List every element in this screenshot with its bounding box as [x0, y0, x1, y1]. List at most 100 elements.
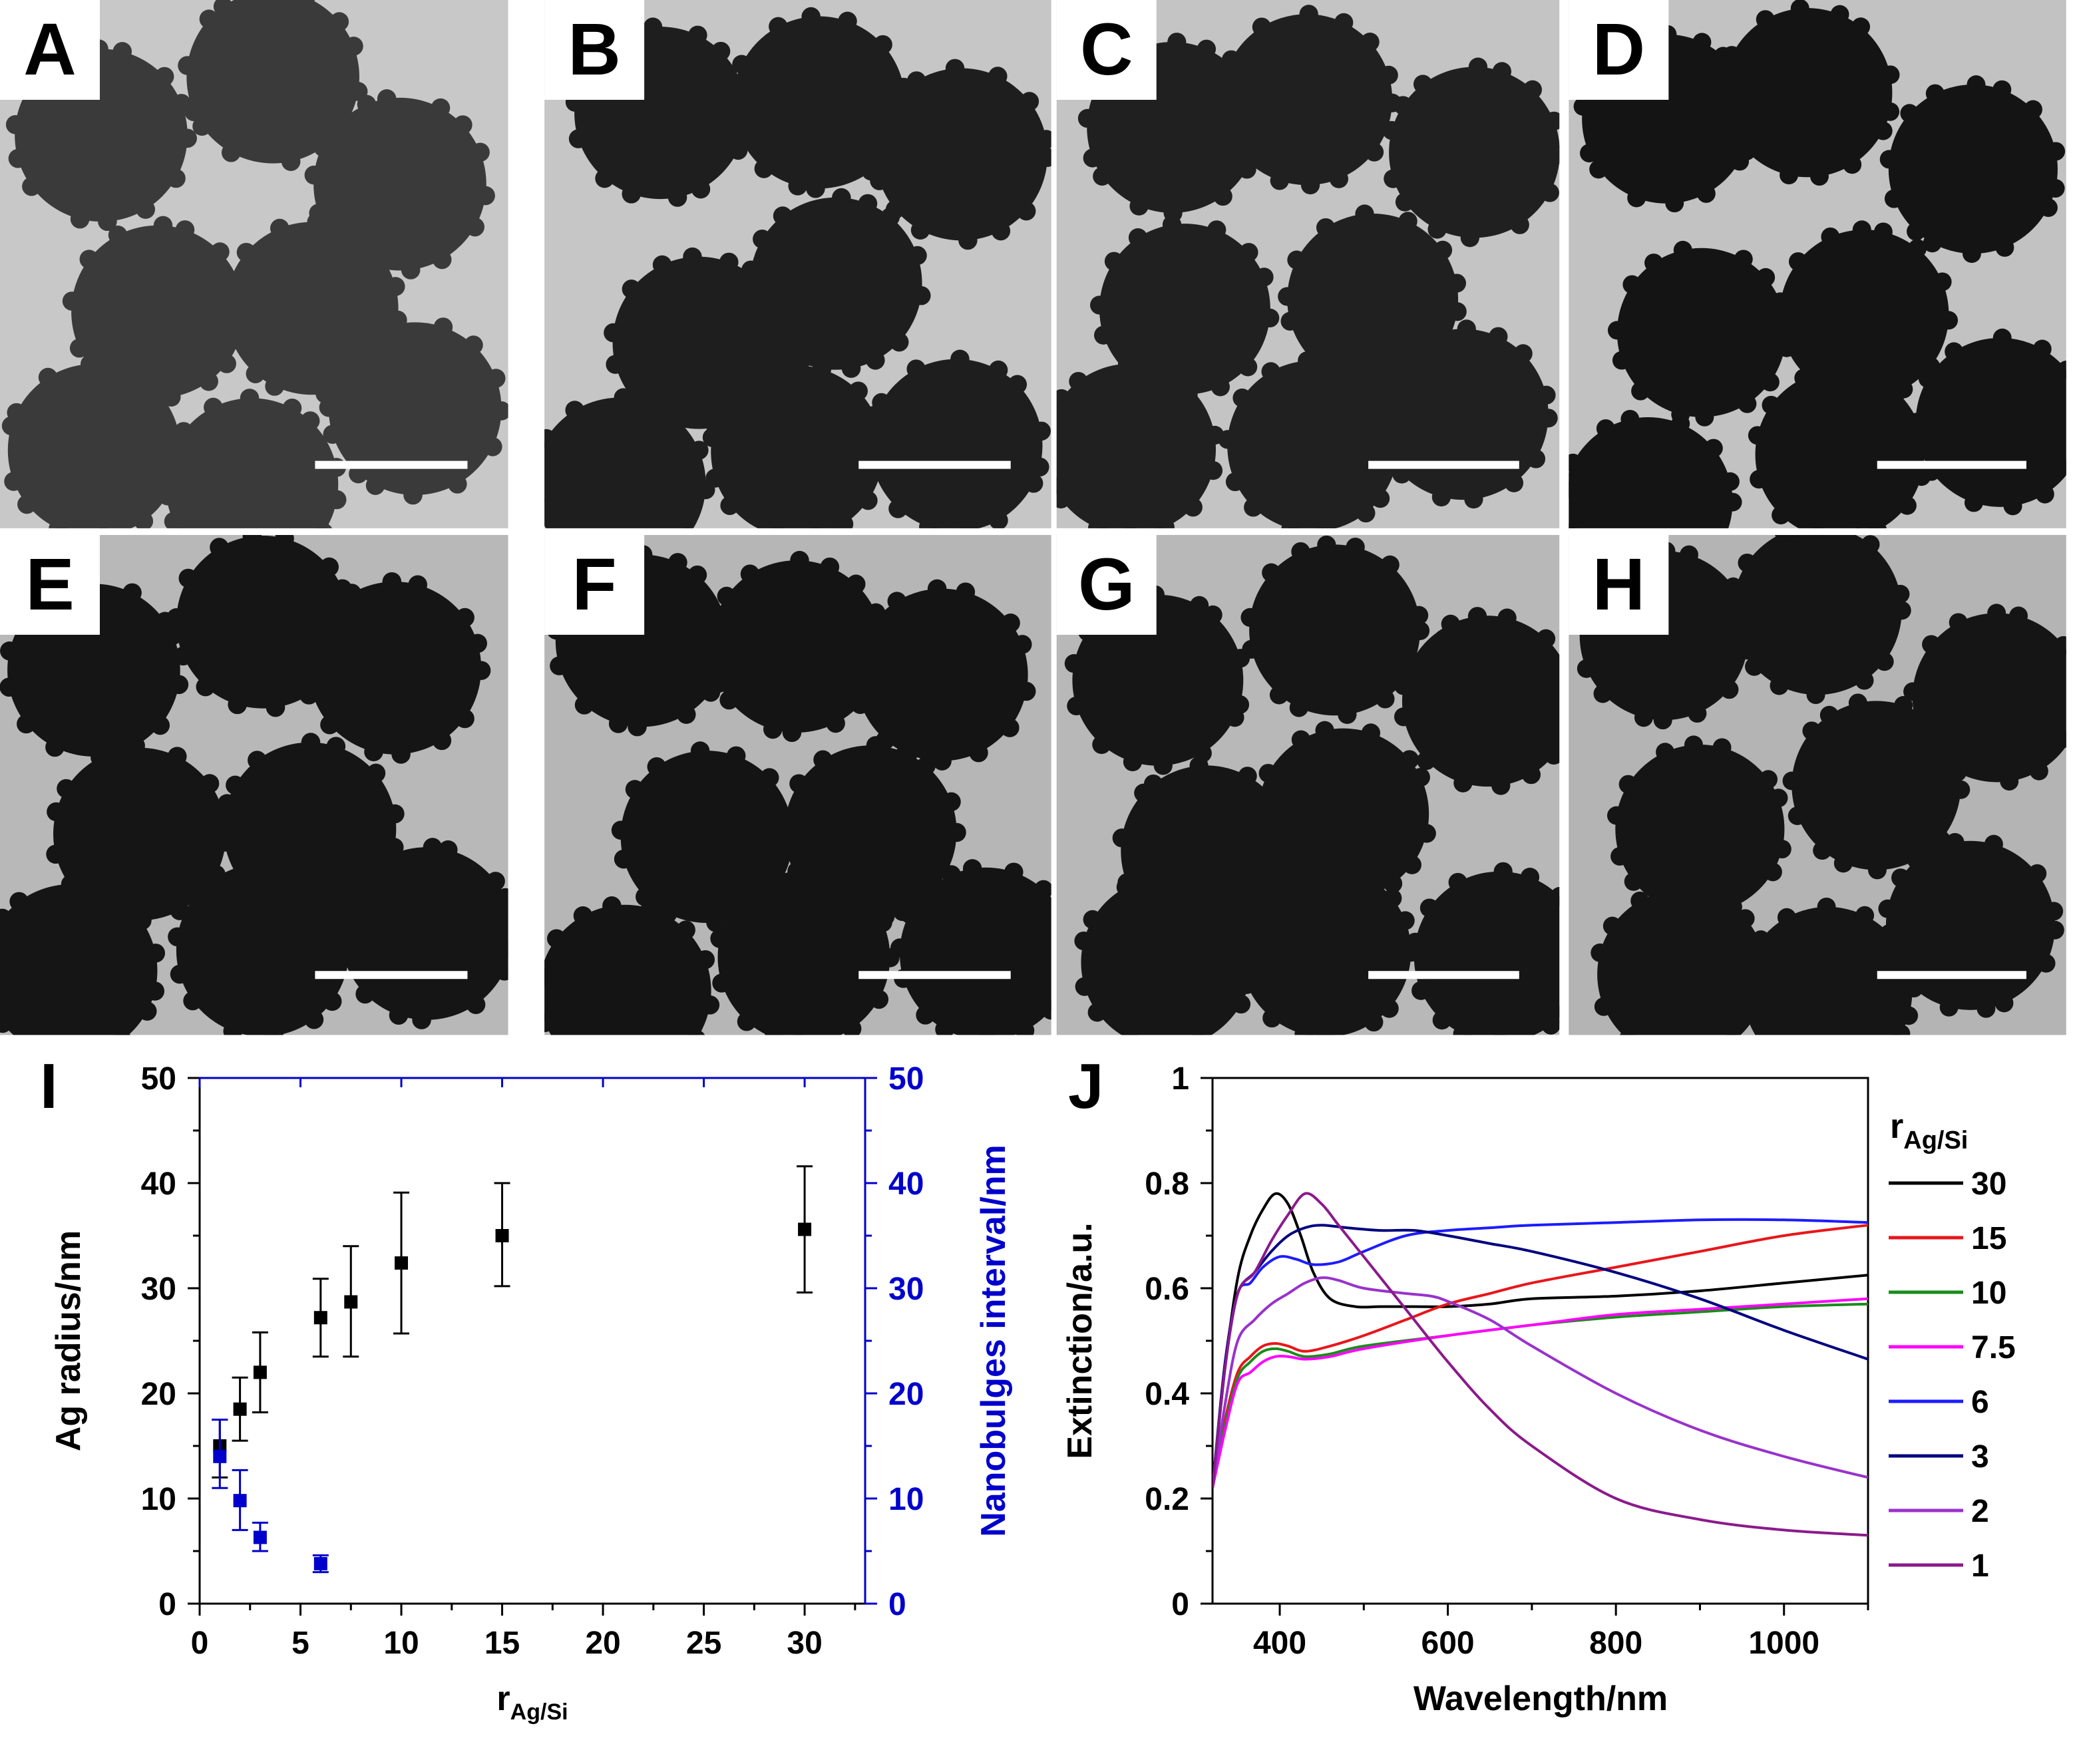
nanobulge [1722, 46, 1742, 65]
nanobulge [1143, 774, 1163, 794]
nanobulge [38, 367, 58, 387]
nanobulge [403, 485, 423, 505]
particle [900, 867, 1051, 1035]
nanobulge [574, 695, 594, 715]
nanobulge [958, 230, 978, 250]
nanobulge [1221, 50, 1241, 69]
nanobulge [377, 89, 397, 108]
nanobulge [1653, 711, 1672, 730]
nanobulge [1364, 142, 1384, 162]
nanobulge [568, 129, 588, 148]
nanobulge [524, 470, 543, 488]
nanobulge [841, 359, 861, 378]
nanobulge [1780, 166, 1799, 185]
nanobulge [1734, 973, 1753, 993]
nanobulge [1355, 204, 1374, 224]
nanobulge [1550, 886, 1560, 906]
nanobulge [355, 984, 375, 1004]
nanobulge [1870, 371, 1889, 390]
nanobulge [49, 519, 68, 528]
nanobulge [1878, 934, 1897, 954]
nanobulge [1237, 975, 1256, 994]
nanobulge [136, 200, 156, 219]
nanobulge [1056, 476, 1063, 495]
panel-letter: F [572, 544, 616, 625]
particle [308, 582, 482, 755]
nanobulge [702, 428, 722, 447]
nanobulge [1735, 995, 1754, 1015]
nanobulge [695, 950, 715, 970]
nanobulge [717, 586, 737, 606]
nanobulge [319, 397, 339, 417]
nanobulge [1726, 1033, 1738, 1035]
nanobulge [242, 534, 262, 546]
particle [1732, 534, 1902, 695]
nanobulge [726, 746, 746, 766]
nanobulge [890, 938, 910, 958]
series-line-10 [1213, 1302, 1868, 1489]
nanobulge [1992, 328, 2012, 347]
nanobulge [1432, 1010, 1451, 1030]
nanobulge [465, 217, 484, 237]
nanobulge [1922, 712, 1941, 731]
nanobulge [1162, 215, 1182, 234]
nanobulge [793, 1033, 804, 1035]
nanobulge [1541, 1015, 1560, 1035]
nanobulge [302, 634, 322, 653]
nanobulge [1857, 1057, 1876, 1076]
particle [1885, 840, 2056, 1010]
nanobulge [1734, 250, 1753, 269]
nanobulge [365, 476, 385, 495]
nanobulge [625, 780, 645, 799]
nanobulge [1602, 916, 1622, 936]
nanobulge [643, 395, 663, 414]
nanobulge [665, 408, 685, 428]
nanobulge [1851, 17, 1871, 37]
data-point [395, 1256, 409, 1270]
nanobulge [1594, 997, 1613, 1016]
nanobulge [223, 1021, 243, 1035]
nanobulge [866, 736, 886, 755]
nanobulge [1338, 705, 1357, 724]
nanobulge [300, 411, 320, 431]
nanobulge [166, 168, 186, 188]
nanobulge [8, 148, 28, 168]
nanobulge [1591, 943, 1610, 962]
nanobulge [200, 774, 220, 793]
nanobulge [1723, 598, 1742, 617]
y-tick-label-j: 1 [1171, 1061, 1189, 1097]
nanobulge [1492, 62, 1512, 81]
nanobulge [1020, 92, 1039, 111]
nanobulge [153, 216, 173, 236]
nanobulge [1232, 388, 1252, 408]
nanobulge [834, 514, 854, 528]
legend-label: 30 [1971, 1166, 2006, 1202]
nanobulge [1121, 1030, 1139, 1035]
nanobulge [412, 1010, 431, 1029]
nanobulge [1908, 239, 1927, 258]
particle [176, 864, 349, 1035]
nanobulge [386, 277, 405, 296]
nanobulge [809, 526, 822, 528]
nanobulge [1738, 394, 1757, 413]
nanobulge [886, 88, 906, 108]
nanobulge [1413, 75, 1433, 94]
nanobulge [1813, 526, 1823, 528]
nanobulge [1712, 738, 1732, 757]
panel-letter-j: J [1068, 1051, 1103, 1122]
nanobulge [2029, 761, 2048, 781]
particle [1616, 248, 1786, 417]
nanobulge [1000, 718, 1020, 737]
nanobulge [1225, 708, 1244, 727]
particle-cluster [0, 534, 508, 1035]
nanobulge [872, 393, 891, 413]
nanobulge [1316, 1027, 1335, 1035]
nanobulge [1270, 171, 1289, 190]
nanobulge [1409, 606, 1429, 625]
nanobulge [959, 521, 978, 528]
nanobulge [366, 763, 386, 783]
nanobulge [1383, 874, 1403, 893]
panel-label-box [1569, 534, 1669, 635]
nanobulge [847, 681, 867, 701]
data-point [495, 1229, 509, 1242]
